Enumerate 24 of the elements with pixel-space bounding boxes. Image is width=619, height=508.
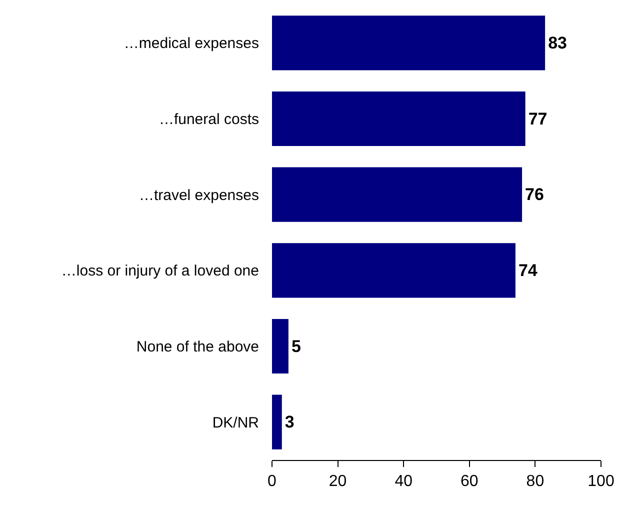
bar [272, 16, 546, 70]
x-tick-label: 40 [394, 473, 413, 490]
x-tick-label: 60 [460, 473, 478, 490]
y-tick-label: …medical expenses [124, 35, 259, 52]
bar [272, 243, 516, 298]
data-label: 5 [291, 336, 301, 356]
x-tick-label: 0 [268, 473, 277, 490]
data-label: 76 [525, 185, 544, 204]
y-tick-label: …travel expenses [138, 186, 259, 204]
bar [272, 167, 522, 222]
bar [272, 394, 282, 450]
x-tick-label: 100 [588, 473, 614, 490]
y-tick-label: …loss or injury of a loved one [61, 262, 259, 280]
x-tick-label: 80 [526, 473, 544, 490]
data-label: 77 [528, 109, 548, 128]
x-tick-label: 20 [328, 473, 347, 490]
bar [272, 91, 526, 146]
data-label: 74 [518, 260, 538, 280]
data-label: 83 [548, 33, 567, 52]
y-tick-label: …funeral costs [158, 111, 259, 128]
bar [272, 318, 288, 374]
y-tick-label: None of the above [136, 338, 259, 356]
data-label: 3 [284, 412, 294, 432]
y-tick-label: DK/NR [212, 414, 260, 432]
